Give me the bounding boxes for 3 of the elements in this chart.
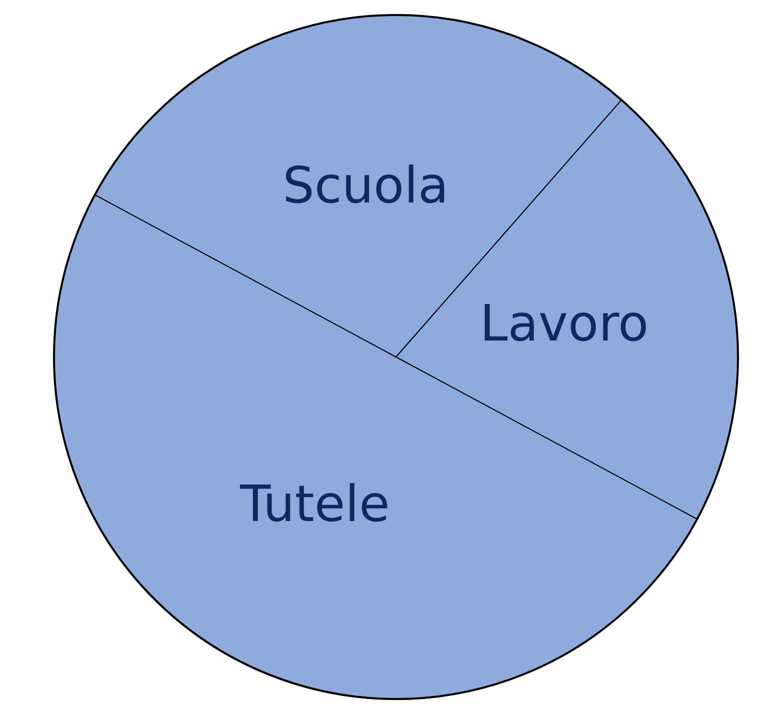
slice-label: Lavoro [480, 294, 649, 352]
slice-label: Tutele [239, 475, 390, 534]
slice-label: Scuola [282, 156, 449, 214]
